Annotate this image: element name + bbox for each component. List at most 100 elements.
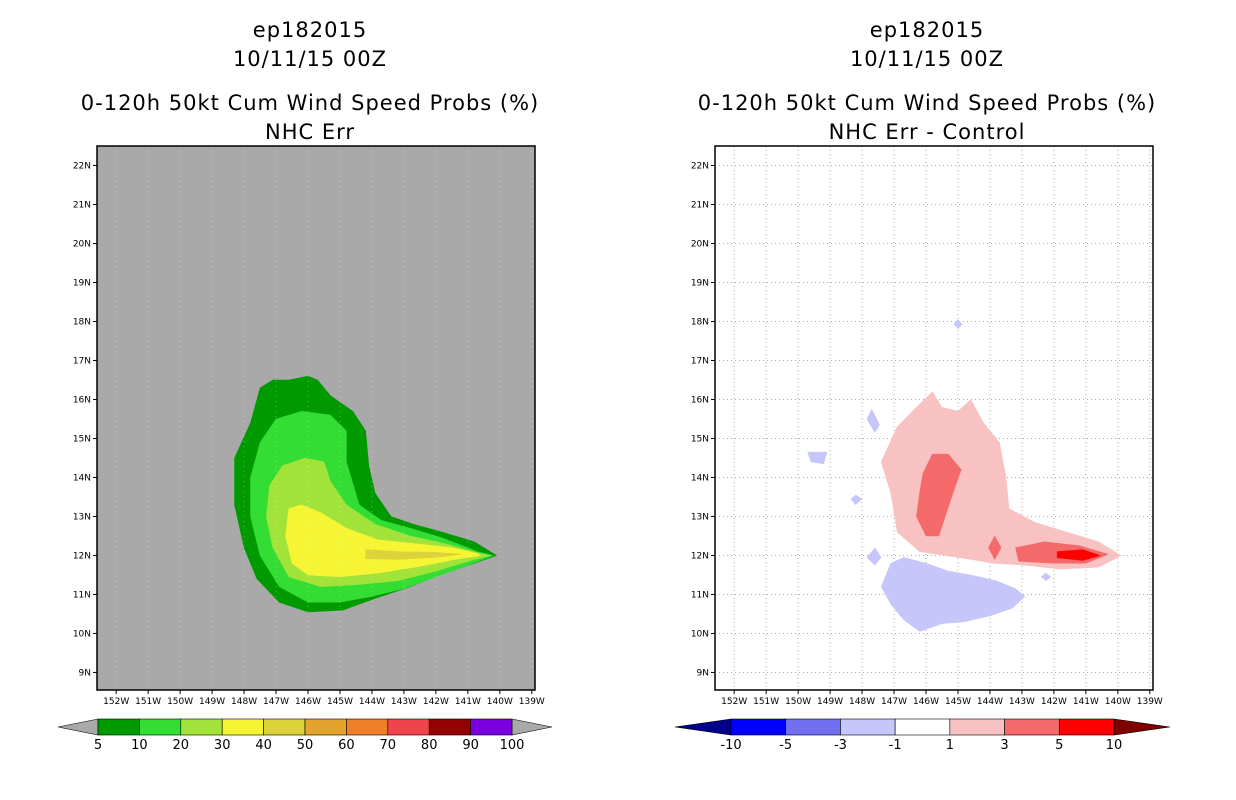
right-plot-frame (714, 145, 1154, 691)
left-y-tick-label: 19N (73, 278, 91, 288)
left-y-tick-label: 18N (73, 317, 91, 327)
left-colorbar-swatch (263, 718, 306, 736)
right-colorbar-high-arrow (1113, 718, 1171, 736)
left-contour-30 (285, 504, 482, 578)
left-chart-subtitle: NHC Err (264, 120, 355, 144)
left-plot-frame (96, 145, 536, 691)
left-colorbar-label: 20 (173, 738, 190, 753)
right-y-tick-label: 17N (691, 356, 709, 366)
left-datetime: 10/11/15 00Z (232, 47, 388, 71)
right-chart-title: 0-120h 50kt Cum Wind Speed Probs (%) (697, 91, 1157, 115)
right-x-tick-label: 152W (721, 697, 747, 707)
right-colorbar-label: -5 (779, 738, 792, 753)
left-colorbar-swatch (470, 718, 513, 736)
left-plot-group: 152W 151W 150W 149W 148W 147W 146W 145W 144W 143W… (73, 145, 545, 707)
left-colorbar-swatch (387, 718, 430, 736)
left-colorbar-swatch (97, 718, 140, 736)
right-y-tick-label: 21N (691, 200, 709, 210)
left-colorbar-label: 30 (214, 738, 231, 753)
right-x-tick-label: 145W (945, 697, 971, 707)
left-x-tick-label: 142W (423, 697, 449, 707)
left-x-tick-label: 150W (167, 697, 193, 707)
right-x-tick-label: 143W (1009, 697, 1035, 707)
left-colorbar-label: 10 (131, 738, 148, 753)
left-colorbar-swatch (221, 718, 264, 736)
left-colorbar-label: 60 (338, 738, 355, 753)
left-colorbar-swatch (428, 718, 471, 736)
left-x-tick-label: 151W (135, 697, 161, 707)
left-y-tick-label: 16N (73, 395, 91, 405)
left-y-tick-label: 21N (73, 200, 91, 210)
left-x-tick-label: 152W (103, 697, 129, 707)
right-contour--1 (850, 494, 863, 506)
right-x-tick-label: 149W (817, 697, 843, 707)
right-contour--1 (953, 319, 963, 330)
left-colorbar-swatch (346, 718, 389, 736)
right-colorbar-label: 1 (946, 738, 954, 753)
left-colorbar-label: 80 (421, 738, 438, 753)
left-y-tick-label: 9N (79, 668, 91, 678)
left-y-tick-label: 11N (73, 590, 91, 600)
left-colorbar-label: 50 (297, 738, 314, 753)
right-contour--1 (807, 451, 828, 465)
right-x-tick-label: 142W (1041, 697, 1067, 707)
right-x-tick-label: 150W (785, 697, 811, 707)
left-x-tick-label: 145W (327, 697, 353, 707)
right-x-tick-label: 140W (1105, 697, 1131, 707)
left-x-tick-label: 140W (487, 697, 513, 707)
right-y-tick-label: 15N (691, 434, 709, 444)
left-colorbar-label: 100 (500, 738, 525, 753)
right-colorbar-label: -1 (889, 738, 902, 753)
left-x-tick-label: 144W (359, 697, 385, 707)
right-y-tick-label: 9N (697, 668, 709, 678)
right-colorbar-swatch (1004, 718, 1060, 736)
left-y-tick-label: 22N (73, 161, 91, 171)
right-colorbar-label: 10 (1106, 738, 1123, 753)
right-x-tick-label: 141W (1073, 697, 1099, 707)
right-y-tick-label: 11N (691, 590, 709, 600)
left-colorbar-high-arrow (511, 718, 553, 736)
right-contour--1 (880, 557, 1026, 632)
left-x-tick-label: 147W (263, 697, 289, 707)
left-x-tick-label: 146W (295, 697, 321, 707)
right-contour-5 (1056, 549, 1102, 561)
left-colorbar-swatch (139, 718, 182, 736)
left-y-tick-label: 14N (73, 473, 91, 483)
right-x-tick-label: 147W (881, 697, 907, 707)
left-colorbar-swatch (304, 718, 347, 736)
left-x-tick-label: 148W (231, 697, 257, 707)
right-colorbar: -10 -5 -3 -1 1 3 5 10 (674, 718, 1171, 753)
left-colorbar-label: 90 (462, 738, 479, 753)
right-y-tick-label: 10N (691, 629, 709, 639)
right-plot-group: 152W 151W 150W 149W 148W 147W 146W 145W 144W 143W… (691, 145, 1163, 707)
left-x-tick-label: 143W (391, 697, 417, 707)
left-colorbar-low-arrow (57, 718, 99, 736)
left-colorbar-label: 70 (380, 738, 397, 753)
right-contour--1 (1040, 572, 1052, 582)
right-contour-3 (988, 535, 1002, 560)
right-y-tick-label: 13N (691, 512, 709, 522)
right-y-tick-label: 22N (691, 161, 709, 171)
left-colorbar-label: 40 (255, 738, 272, 753)
right-colorbar-swatch (785, 718, 841, 736)
left-x-tick-label: 139W (519, 697, 545, 707)
left-y-tick-label: 17N (73, 356, 91, 366)
left-colorbar-label: 5 (94, 738, 102, 753)
right-colorbar-swatch (1058, 718, 1115, 736)
right-chart-subtitle: NHC Err - Control (828, 120, 1026, 144)
right-x-tick-label: 148W (849, 697, 875, 707)
left-x-tick-label: 141W (455, 697, 481, 707)
right-x-tick-label: 139W (1137, 697, 1163, 707)
right-x-tick-label: 146W (913, 697, 939, 707)
right-colorbar-label: -10 (720, 738, 741, 753)
right-contour--1 (866, 547, 882, 566)
right-colorbar-label: -3 (834, 738, 847, 753)
right-x-tick-label: 144W (977, 697, 1003, 707)
right-colorbar-swatch (840, 718, 896, 736)
left-y-tick-label: 20N (73, 239, 91, 249)
right-y-tick-label: 14N (691, 473, 709, 483)
right-y-tick-label: 12N (691, 551, 709, 561)
left-colorbar-swatch (180, 718, 223, 736)
right-y-tick-label: 19N (691, 278, 709, 288)
